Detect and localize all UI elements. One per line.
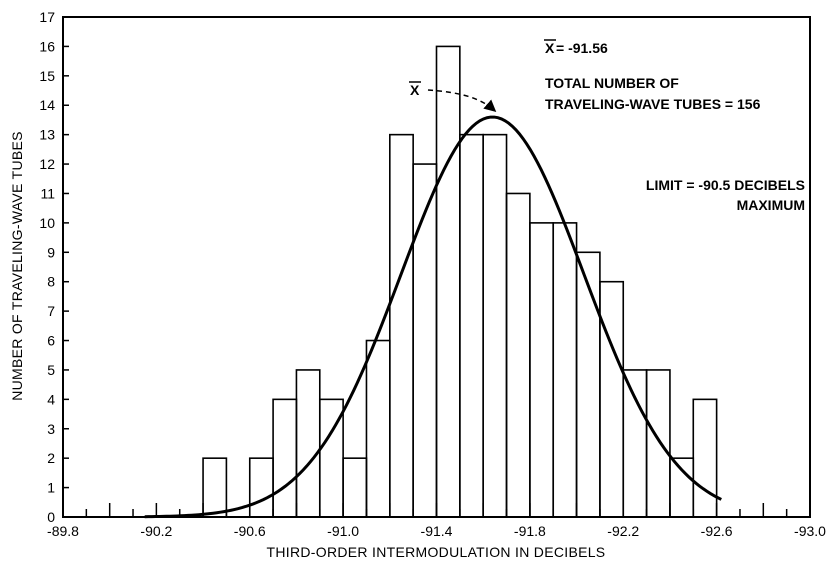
y-tick-label: 8	[47, 274, 55, 290]
total-count-line2: TRAVELING-WAVE TUBES = 156	[545, 96, 761, 112]
y-tick-label: 0	[47, 509, 55, 525]
x-tick-label: -92.2	[607, 523, 639, 539]
mean-symbol: X	[545, 40, 555, 56]
histogram-bar	[622, 369, 648, 518]
total-count-line1: TOTAL NUMBER OF	[545, 75, 679, 91]
histogram-bar	[575, 251, 601, 518]
mean-value: = -91.56	[556, 40, 608, 56]
y-tick-label: 17	[39, 9, 55, 25]
histogram-bar	[342, 457, 368, 518]
x-tick-label: -91.4	[421, 523, 453, 539]
y-tick-label: 9	[47, 244, 55, 260]
limit-line2: MAXIMUM	[737, 197, 805, 213]
y-tick-label: 1	[47, 480, 55, 496]
y-tick-label: 11	[40, 185, 55, 201]
y-tick-label: 7	[47, 303, 55, 319]
histogram-bar	[389, 133, 414, 518]
histogram-bar	[202, 457, 228, 518]
x-tick-label: -91.0	[327, 523, 359, 539]
y-tick-label: 3	[47, 421, 55, 437]
y-tick-label: 2	[47, 450, 55, 466]
mean-arrow-label: X	[410, 82, 420, 98]
x-tick-label: -93.0	[794, 523, 826, 539]
limit-line1: LIMIT = -90.5 DECIBELS	[646, 177, 805, 193]
y-tick-label: 16	[39, 38, 55, 54]
histogram-bar	[459, 133, 484, 518]
histogram-bar	[692, 398, 718, 518]
histogram-bar	[412, 163, 438, 518]
y-axis-title: NUMBER OF TRAVELING-WAVE TUBES	[9, 131, 25, 401]
y-tick-label: 10	[39, 215, 55, 231]
histogram-bar	[599, 280, 625, 518]
mean-arrow-line	[427, 89, 497, 112]
y-tick-label: 5	[47, 362, 55, 378]
x-tick-label: -92.6	[701, 523, 733, 539]
bars-layer	[202, 45, 718, 518]
mean-annotation: X = -91.56	[544, 39, 608, 56]
histogram-bar	[529, 222, 555, 518]
x-axis-title: THIRD-ORDER INTERMODULATION IN DECIBELS	[267, 544, 606, 560]
y-tick-label: 14	[39, 97, 55, 113]
histogram-bar	[482, 133, 508, 518]
y-tick-label: 13	[39, 127, 55, 143]
histogram-bar	[669, 457, 695, 518]
y-tick-label: 6	[47, 333, 55, 349]
histogram-bar	[505, 192, 531, 518]
x-tick-label: -90.6	[234, 523, 266, 539]
y-tick-label: 15	[39, 68, 55, 84]
x-tick-label: -89.8	[47, 523, 79, 539]
histogram-bar	[272, 398, 298, 518]
normal-fit-curve	[144, 115, 722, 519]
histogram-bar	[435, 45, 461, 518]
histogram-bar	[248, 457, 274, 518]
x-tick-label: -90.2	[140, 523, 172, 539]
x-tick-label: -91.8	[514, 523, 546, 539]
mean-arrow: X	[409, 81, 497, 112]
y-tick-label: 12	[39, 156, 55, 172]
histogram-bar	[295, 369, 321, 518]
y-tick-label: 4	[47, 391, 55, 407]
histogram-bar	[552, 222, 578, 518]
histogram-bar	[645, 369, 671, 518]
histogram-bar	[365, 339, 391, 518]
